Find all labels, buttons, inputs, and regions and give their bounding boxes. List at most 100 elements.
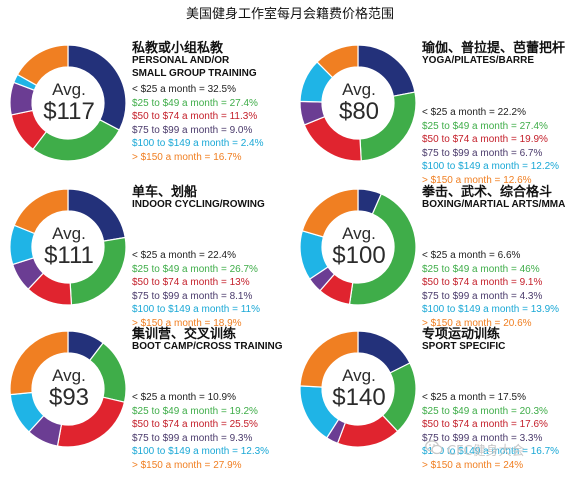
- legend-item: $100 to $149 a month = 12.2%: [422, 160, 559, 174]
- legend-category: < $25 a month: [422, 107, 487, 118]
- legend-separator: =: [218, 432, 230, 444]
- legend-value: 19.2%: [229, 405, 258, 417]
- legend-category: $100 to $149 a month: [422, 304, 520, 315]
- legend-item: $25 to $49 a month = 27.4%: [132, 97, 264, 111]
- chart-title-cn: 瑜伽、普拉提、芭蕾把杆: [422, 41, 566, 56]
- legend-separator: =: [491, 459, 504, 471]
- donut-chart: [299, 188, 417, 306]
- legend-item: $50 to $74 a month = 25.5%: [132, 418, 269, 432]
- legend-value: 12.3%: [240, 446, 270, 457]
- legend-category: $100 to $149 a month: [132, 138, 230, 149]
- page-title: 美国健身工作室每月会籍费价格范围: [185, 7, 394, 22]
- donut-slice: [357, 44, 416, 97]
- legend-separator: =: [519, 446, 531, 457]
- legend-value: 27.9%: [213, 459, 242, 471]
- chart-title-en: BOOT CAMP/CROSS TRAINING: [132, 340, 283, 353]
- legend-item: $100 to $149 a month = 16.7%: [422, 445, 559, 459]
- legend-separator: =: [229, 138, 241, 149]
- legend-category: $50 to $74 a month: [132, 111, 219, 122]
- chart-title-cn: 拳击、武术、综合格斗: [422, 185, 553, 200]
- wechat-logo-icon: [425, 440, 443, 459]
- chart-title-en-line: BOXING/MARTIAL ARTS/MMA: [422, 199, 566, 210]
- legend-separator: =: [218, 419, 230, 430]
- legend-item: > $150 a month = 12.6%: [422, 174, 559, 188]
- legend-value: 13%: [229, 277, 250, 288]
- legend-item: $25 to $49 a month = 20.3%: [422, 405, 559, 419]
- legend-item: < $25 a month = 22.4%: [132, 249, 260, 263]
- chart-panel: Avg. $100 拳击、武术、综合格斗 BOXING/MARTIAL ARTS/MM…: [290, 181, 580, 329]
- legend-separator: =: [508, 290, 520, 302]
- legend-category: > $150 a month: [132, 317, 202, 329]
- legend-category: < $25 a month: [132, 250, 197, 261]
- legend-separator: =: [218, 124, 230, 136]
- donut-chart: [9, 44, 127, 162]
- legend-item: $100 to $149 a month = 12.3%: [132, 445, 269, 459]
- legend-category: > $150 a month: [132, 151, 202, 163]
- legend-value: 9.0%: [229, 124, 253, 136]
- legend-separator: =: [201, 459, 214, 471]
- donut-slice: [67, 44, 127, 131]
- legend-category: $100 to $149 a month: [422, 446, 520, 457]
- legend-category: $50 to $74 a month: [422, 419, 509, 430]
- legend-separator: =: [486, 250, 498, 261]
- legend-value: 16.7%: [213, 151, 242, 163]
- legend-category: $100 to $149 a month: [422, 161, 520, 172]
- legend-category: $25 to $49 a month: [132, 405, 219, 417]
- legend-item: > $150 a month = 27.9%: [132, 459, 269, 473]
- legend-value: 11%: [240, 304, 260, 315]
- legend-separator: =: [218, 263, 230, 275]
- legend: < $25 a month = 10.9% $25 to $49 a month …: [132, 391, 269, 472]
- chart-title-en: PERSONAL AND/OR SMALL GROUP TRAINING: [132, 54, 257, 80]
- legend-value: 19.9%: [519, 134, 548, 145]
- legend-category: $50 to $74 a month: [132, 419, 219, 430]
- legend-separator: =: [508, 419, 520, 430]
- legend-separator: =: [508, 432, 520, 444]
- donut-chart: [9, 188, 127, 306]
- legend-value: 20.6%: [503, 317, 532, 329]
- legend-item: $100 to $149 a month = 11%: [132, 303, 260, 317]
- legend-separator: =: [486, 392, 498, 403]
- legend-value: 9.1%: [519, 277, 543, 288]
- legend-item: $25 to $49 a month = 46%: [422, 263, 559, 277]
- legend-item: $75 to $99 a month = 9.3%: [132, 432, 269, 446]
- donut-slice: [301, 188, 359, 238]
- legend-value: 6.7%: [519, 147, 543, 159]
- legend-separator: =: [218, 277, 230, 288]
- legend-item: < $25 a month = 6.6%: [422, 249, 559, 263]
- legend-category: < $25 a month: [132, 84, 197, 95]
- donut-slice: [359, 91, 417, 162]
- legend-separator: =: [491, 174, 504, 186]
- legend: < $25 a month = 22.2% $25 to $49 a month …: [422, 106, 559, 187]
- legend-item: $100 to $149 a month = 13.9%: [422, 303, 559, 317]
- chart-panel: Avg. $111 单车、划船 INDOOR CYCLING/ROWING < $25 …: [0, 181, 290, 329]
- donut-slice: [13, 188, 69, 235]
- legend-value: 10.9%: [207, 392, 236, 403]
- legend-item: $75 to $99 a month = 3.3%: [422, 432, 559, 446]
- legend-value: 8.1%: [229, 290, 253, 302]
- legend-item: $75 to $99 a month = 4.3%: [422, 290, 559, 304]
- watermark: CFC健身大会: [425, 440, 525, 459]
- legend-value: 16.7%: [530, 446, 560, 457]
- legend-item: $50 to $74 a month = 17.6%: [422, 418, 559, 432]
- legend-value: 27.4%: [519, 120, 548, 132]
- legend-value: 13.9%: [530, 304, 560, 315]
- legend-category: $50 to $74 a month: [422, 134, 509, 145]
- chart-title-en: INDOOR CYCLING/ROWING: [132, 198, 265, 211]
- legend-separator: =: [508, 134, 520, 145]
- legend-value: 6.6%: [497, 250, 521, 261]
- legend-value: 18.9%: [213, 317, 242, 329]
- legend-separator: =: [519, 304, 531, 315]
- legend-category: $75 to $99 a month: [422, 432, 509, 444]
- legend-separator: =: [508, 405, 520, 417]
- legend-separator: =: [229, 304, 241, 315]
- legend-category: $75 to $99 a month: [132, 432, 219, 444]
- legend-item: $100 to $149 a month = 2.4%: [132, 137, 264, 151]
- chart-title-en: SPORT SPECIFIC: [422, 340, 505, 353]
- legend-value: 22.4%: [207, 250, 236, 261]
- legend-item: $50 to $74 a month = 9.1%: [422, 276, 559, 290]
- chart-title-en-line: BOOT CAMP/CROSS TRAINING: [132, 341, 283, 352]
- legend-item: $75 to $99 a month = 6.7%: [422, 147, 559, 161]
- legend-separator: =: [486, 107, 498, 118]
- legend-value: 24%: [503, 459, 524, 471]
- legend-category: < $25 a month: [422, 392, 487, 403]
